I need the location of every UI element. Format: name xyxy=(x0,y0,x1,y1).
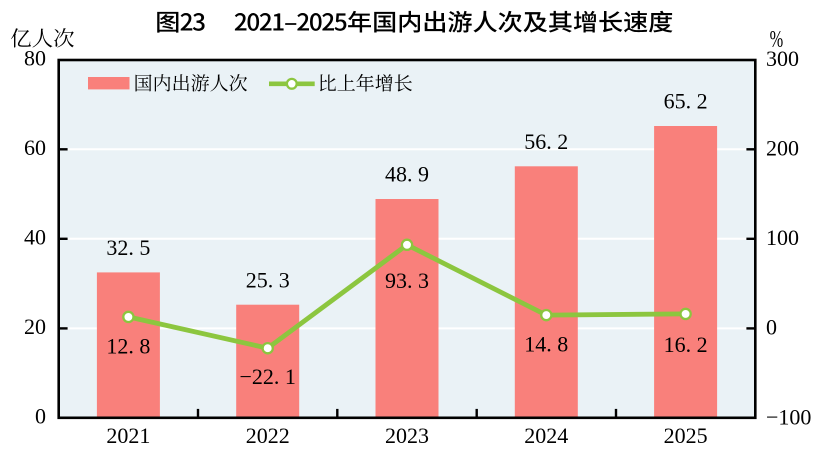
svg-text:40: 40 xyxy=(24,225,46,250)
svg-text:16. 2: 16. 2 xyxy=(664,332,708,357)
svg-text:2021: 2021 xyxy=(106,423,150,448)
svg-text:0: 0 xyxy=(766,315,777,340)
svg-text:−100: −100 xyxy=(766,404,811,429)
svg-text:0: 0 xyxy=(35,404,46,429)
svg-text:%: % xyxy=(770,27,784,53)
svg-text:14. 8: 14. 8 xyxy=(524,332,568,357)
svg-text:56. 2: 56. 2 xyxy=(524,129,568,154)
svg-text:−22. 1: −22. 1 xyxy=(239,364,295,389)
svg-text:48. 9: 48. 9 xyxy=(385,162,429,187)
svg-text:12. 8: 12. 8 xyxy=(106,334,150,359)
svg-text:20: 20 xyxy=(24,314,46,339)
svg-text:80: 80 xyxy=(24,45,46,70)
svg-text:93. 3: 93. 3 xyxy=(385,268,429,293)
svg-text:2022: 2022 xyxy=(246,423,290,448)
svg-text:200: 200 xyxy=(766,136,799,161)
svg-text:25. 3: 25. 3 xyxy=(246,267,290,292)
svg-text:300: 300 xyxy=(766,46,799,71)
svg-text:65. 2: 65. 2 xyxy=(664,89,708,114)
svg-text:2023: 2023 xyxy=(385,423,429,448)
svg-text:60: 60 xyxy=(24,135,46,160)
svg-text:2024: 2024 xyxy=(524,423,568,448)
svg-text:2025: 2025 xyxy=(664,423,708,448)
svg-text:100: 100 xyxy=(766,225,799,250)
svg-text:32. 5: 32. 5 xyxy=(106,235,150,260)
